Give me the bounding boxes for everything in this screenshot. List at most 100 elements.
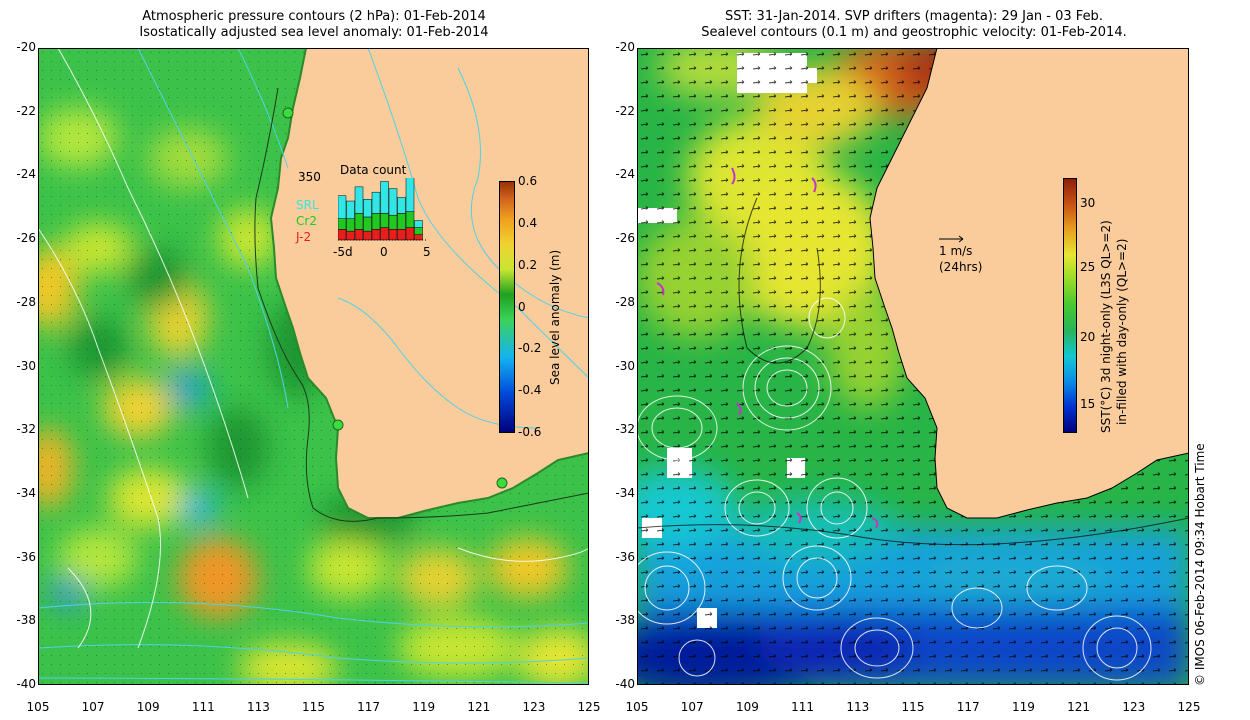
- inset-bar-cr2: [354, 213, 364, 230]
- lon-tick-label: 111: [191, 700, 215, 714]
- inset-bar-cr2: [397, 213, 406, 230]
- legend-cr2: Cr2: [296, 214, 317, 228]
- lon-tick-label: 109: [136, 700, 160, 714]
- inset-bar-j2: [363, 230, 372, 241]
- lon-tick-label: 121: [1067, 700, 1091, 714]
- tide-gauge-marker: [332, 419, 344, 431]
- lon-tick-label: 105: [26, 700, 50, 714]
- lon-tick-label: 113: [246, 700, 270, 714]
- left-cbar-tick: 0.6: [518, 174, 538, 188]
- legend-srl: SRL: [296, 198, 319, 212]
- sealevel-contours: [637, 297, 1152, 681]
- legend-j2: J-2: [296, 230, 312, 244]
- right-cbar-tick: 20: [1080, 330, 1096, 344]
- inset-bar-j2: [371, 229, 381, 241]
- inset-bar-cr2: [346, 218, 355, 232]
- inset-bar-j2: [346, 230, 355, 241]
- lon-tick-label: 107: [81, 700, 105, 714]
- lat-tick-label: -32: [615, 422, 635, 437]
- lon-tick-label: 119: [1011, 700, 1035, 714]
- left-cbar-tick: -0.6: [518, 425, 542, 439]
- lat-tick-label: -22: [615, 103, 635, 118]
- inset-bar-cr2: [371, 213, 381, 230]
- right-cbar-tick: 25: [1080, 260, 1096, 274]
- left-title-line1: Atmospheric pressure contours (2 hPa): 0…: [142, 9, 486, 24]
- lat-tick-label: -24: [16, 167, 36, 182]
- inset-bar-cr2: [338, 218, 347, 230]
- lat-tick-label: -38: [16, 613, 36, 628]
- lat-tick-label: -34: [615, 485, 635, 500]
- left-cbar-tick: 0.2: [518, 258, 538, 272]
- lon-tick-label: 115: [302, 700, 325, 714]
- lat-tick-label: -30: [615, 358, 635, 373]
- lon-tick-label: 109: [735, 700, 759, 714]
- inset-bar-srl: [346, 200, 355, 219]
- left-cbar-tick: -0.4: [518, 383, 542, 397]
- right-cbar-label-line1: SST(°C) 3d night-only (L3S QL>=2): [1099, 220, 1113, 433]
- inset-bar-j2: [354, 229, 364, 241]
- copyright-text: © IMOS 06-Feb-2014 09:34 Hobart Time: [1193, 443, 1207, 686]
- left-cbar-tick: -0.2: [518, 341, 542, 355]
- right-cbar-label-line2: in-filled with day-only (QL>=2): [1115, 238, 1129, 425]
- lat-tick-label: -22: [16, 103, 36, 118]
- inset-bar-srl: [354, 186, 364, 214]
- lon-tick-label: 125: [577, 700, 601, 714]
- lon-tick-label: 119: [412, 700, 436, 714]
- inset-xtick: 0: [380, 245, 388, 259]
- inset-bar-j2: [414, 234, 423, 241]
- right-title-line1: SST: 31-Jan-2014. SVP drifters (magenta)…: [725, 9, 1103, 24]
- right-title-line2: Sealevel contours (0.1 m) and geostrophi…: [701, 25, 1127, 40]
- inset-bar-j2: [388, 229, 398, 241]
- lat-tick-label: -32: [16, 422, 36, 437]
- left-cbar-tick: 0: [518, 300, 526, 314]
- sea-level-anomaly-map: [38, 48, 589, 685]
- left-cbar-label: Sea level anomaly (m): [548, 249, 562, 385]
- inset-xtick: 5: [423, 245, 431, 259]
- lat-tick-label: -36: [16, 549, 36, 564]
- inset-bar-j2: [405, 227, 415, 241]
- inset-bar-cr2: [414, 227, 423, 235]
- lon-tick-label: 121: [467, 700, 491, 714]
- lat-tick-label: -26: [615, 231, 635, 246]
- scale-label-line2: (24hrs): [939, 260, 983, 274]
- lat-tick-label: -36: [615, 549, 635, 564]
- lat-tick-label: -28: [615, 294, 635, 309]
- australia-land: [869, 48, 1189, 519]
- inset-bar-j2: [338, 229, 347, 241]
- inset-bar-srl: [338, 195, 347, 219]
- tide-gauge-marker: [282, 107, 294, 119]
- lon-tick-label: 105: [625, 700, 649, 714]
- inset-bar-srl: [388, 188, 398, 216]
- lon-tick-label: 125: [1177, 700, 1201, 714]
- lat-tick-label: -20: [615, 40, 635, 54]
- pressure-contours: [38, 48, 589, 684]
- lat-tick-label: -26: [16, 231, 36, 246]
- lat-tick-label: -40: [16, 677, 36, 691]
- lon-tick-label: 113: [846, 700, 870, 714]
- right-cbar-tick: 15: [1080, 397, 1096, 411]
- inset-bar-srl: [405, 178, 415, 212]
- inset-bar-srl: [363, 199, 372, 218]
- lat-tick-label: -40: [615, 677, 635, 691]
- inset-bar-srl: [380, 181, 389, 214]
- inset-bar-srl: [371, 191, 381, 214]
- lat-tick-label: -20: [16, 40, 36, 54]
- lat-tick-label: -34: [16, 485, 36, 500]
- inset-bar-cr2: [388, 214, 398, 230]
- inset-ymax-label: 350: [298, 170, 321, 184]
- inset-bar-srl: [414, 220, 423, 228]
- inset-bar-cr2: [405, 211, 415, 228]
- lon-tick-label: 123: [1122, 700, 1146, 714]
- lat-tick-label: -30: [16, 358, 36, 373]
- lon-tick-label: 115: [901, 700, 925, 714]
- lon-tick-label: 107: [680, 700, 704, 714]
- left-cbar-tick: 0.4: [518, 216, 538, 230]
- sst-map: [637, 48, 1189, 685]
- inset-xtick: -5d: [333, 245, 353, 259]
- lat-tick-label: -24: [615, 167, 635, 182]
- left-title-line2: Isostatically adjusted sea level anomaly…: [139, 25, 489, 40]
- lon-tick-label: 123: [522, 700, 546, 714]
- lon-tick-label: 117: [956, 700, 980, 714]
- inset-bar-cr2: [363, 216, 372, 232]
- lon-tick-label: 117: [357, 700, 381, 714]
